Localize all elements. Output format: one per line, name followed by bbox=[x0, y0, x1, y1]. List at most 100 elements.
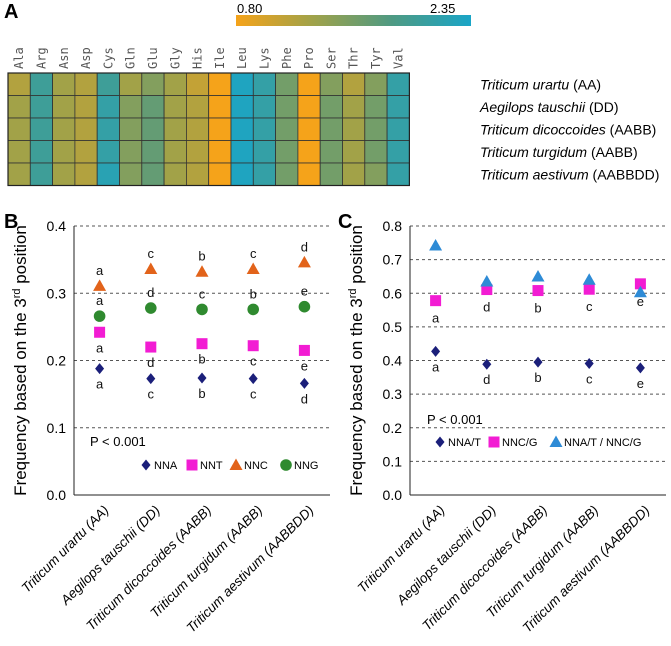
data-point bbox=[95, 363, 105, 375]
heat-cell bbox=[297, 140, 321, 164]
data-point bbox=[584, 358, 594, 370]
heatmap-border bbox=[7, 72, 410, 187]
series-nnc-g: a d b c e bbox=[430, 278, 646, 326]
heat-cell bbox=[386, 72, 410, 96]
heat-cell bbox=[185, 117, 210, 141]
heat-cell bbox=[342, 117, 366, 141]
heat-cell bbox=[96, 95, 120, 119]
heat-cell bbox=[74, 117, 98, 141]
aa-label-cys: Cys bbox=[101, 47, 115, 69]
data-point bbox=[532, 285, 544, 297]
aa-label-asn: Asn bbox=[57, 47, 71, 69]
colorbar-min-label: 0.80 bbox=[237, 1, 262, 16]
heat-cell bbox=[364, 140, 388, 164]
significance-letter: c bbox=[148, 246, 155, 261]
heat-cell bbox=[52, 162, 76, 186]
heatmap-row-label: Triticum turgidum (AABB) bbox=[480, 144, 638, 160]
heat-cell bbox=[119, 95, 143, 119]
heat-cell bbox=[319, 72, 343, 96]
data-point bbox=[195, 265, 209, 277]
heatmap-row-label: Triticum urartu (AA) bbox=[480, 76, 601, 92]
y-tick-label: 0.1 bbox=[383, 453, 403, 469]
legend-label: NNC/G bbox=[502, 437, 537, 449]
series-nnt: a d b c e bbox=[94, 326, 310, 373]
heat-cell bbox=[29, 162, 53, 186]
heat-cell bbox=[96, 140, 120, 164]
data-point bbox=[144, 262, 158, 275]
heat-cell bbox=[208, 140, 232, 164]
significance-letter: a bbox=[432, 311, 440, 326]
heat-cell bbox=[342, 72, 366, 96]
x-category-label: Aegilops tauschii (DD) bbox=[57, 503, 163, 609]
significance-letter: a bbox=[96, 340, 104, 355]
significance-letter: b bbox=[534, 301, 541, 316]
x-category-label: Triticum urartu (AA) bbox=[19, 503, 112, 596]
heat-cell bbox=[163, 140, 187, 164]
data-point bbox=[247, 303, 259, 316]
data-point bbox=[197, 372, 207, 384]
data-point bbox=[298, 344, 310, 356]
legend-marker bbox=[435, 436, 445, 448]
heat-cell bbox=[29, 95, 53, 119]
heat-cell bbox=[208, 162, 232, 186]
heat-cell bbox=[208, 95, 232, 119]
heat-cell bbox=[52, 72, 76, 96]
data-point bbox=[248, 373, 258, 385]
aa-label-gly: Gly bbox=[168, 47, 182, 69]
aa-label-ile: Ile bbox=[213, 47, 227, 69]
heat-cell bbox=[275, 95, 299, 119]
panel-c-chart: C 0.0 0.1 0.2 0.3 0.4 0.5 0.6 0.7 0.8 Frequency b… bbox=[338, 211, 666, 635]
legend-label: NNC bbox=[244, 460, 268, 472]
heat-cell bbox=[386, 95, 410, 119]
panel-a-letter: A bbox=[4, 1, 18, 23]
significance-letter: a bbox=[432, 359, 440, 374]
aa-label-thr: Thr bbox=[347, 47, 361, 69]
data-point bbox=[196, 338, 208, 350]
legend-marker bbox=[186, 459, 198, 471]
data-point bbox=[482, 358, 492, 370]
heat-cell bbox=[297, 95, 321, 119]
heat-cell bbox=[297, 162, 321, 186]
legend-marker bbox=[141, 459, 151, 471]
heat-cell bbox=[386, 162, 410, 186]
heat-cell bbox=[29, 72, 53, 96]
significance-letter: c bbox=[586, 372, 593, 387]
legend-marker bbox=[549, 435, 563, 447]
heat-cell bbox=[386, 140, 410, 164]
heat-cell bbox=[252, 140, 277, 164]
heat-cell bbox=[52, 95, 76, 119]
heat-cell bbox=[163, 95, 187, 119]
panel-c-letter: C bbox=[338, 211, 352, 233]
data-point bbox=[430, 295, 442, 307]
y-tick-label: 0.2 bbox=[47, 353, 67, 369]
legend-label: NNA/T / NNC/G bbox=[564, 437, 641, 449]
heat-cell bbox=[7, 117, 31, 141]
y-tick-label: 0.6 bbox=[383, 285, 403, 301]
significance-letter: d bbox=[483, 300, 490, 315]
heat-cell bbox=[364, 95, 388, 119]
heat-cell bbox=[74, 140, 98, 164]
heat-cell bbox=[252, 95, 277, 119]
heat-cell bbox=[29, 117, 53, 141]
legend-marker bbox=[488, 436, 500, 448]
heat-cell bbox=[74, 95, 98, 119]
heat-cell bbox=[185, 72, 210, 96]
heat-cell bbox=[52, 117, 76, 141]
heat-cell bbox=[52, 140, 76, 164]
aa-label-lys: Lys bbox=[257, 47, 271, 69]
heat-cell bbox=[319, 117, 343, 141]
data-point bbox=[297, 255, 311, 268]
significance-letter: e bbox=[301, 358, 308, 373]
significance-letter: b bbox=[198, 249, 205, 264]
significance-letter: d bbox=[147, 285, 154, 300]
heat-cell bbox=[141, 162, 165, 186]
significance-letter: d bbox=[301, 239, 308, 254]
heat-cell bbox=[96, 162, 120, 186]
heat-cell bbox=[163, 162, 187, 186]
data-point bbox=[634, 278, 646, 290]
significance-letter: c bbox=[250, 246, 257, 261]
heat-cell bbox=[230, 72, 254, 96]
panel-b-letter: B bbox=[4, 211, 18, 233]
series-nna-t: a d b c e bbox=[431, 345, 645, 391]
heat-cell bbox=[141, 95, 165, 119]
